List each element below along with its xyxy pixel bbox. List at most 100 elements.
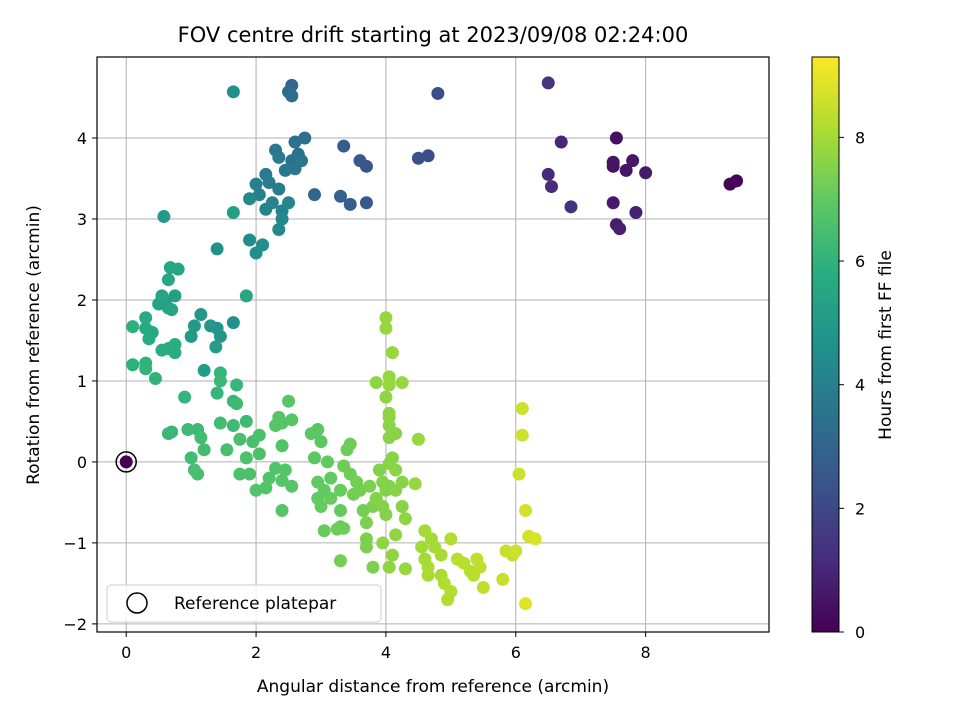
data-point [181,423,195,437]
data-point [269,461,283,475]
data-point [194,308,208,322]
data-point [155,343,169,357]
data-point [324,471,338,485]
x-tick-label: 2 [251,643,261,662]
data-point [288,162,302,176]
data-point [285,479,299,493]
data-point [213,416,227,430]
data-point [353,483,367,497]
data-point [314,499,328,513]
data-point [126,320,140,334]
data-point [282,394,296,408]
data-point [226,85,240,99]
data-point [139,311,153,325]
data-point [249,246,263,260]
legend-marker-reference [126,592,148,614]
data-point [243,233,257,247]
y-tick-label: −1 [63,534,87,553]
data-point [359,540,373,554]
colorbar-tick-label: 0 [855,623,865,642]
colorbar-gradient [811,56,840,633]
data-point [376,536,390,550]
data-point [239,451,253,465]
data-point [564,200,578,214]
data-point [398,562,412,576]
data-point [730,174,744,188]
data-point [239,289,253,303]
data-point [213,329,227,343]
x-tick-label: 8 [641,643,651,662]
legend-box [106,584,382,623]
data-points [115,76,744,611]
data-point [333,504,347,518]
data-point [343,197,357,211]
data-point [444,532,458,546]
data-point [379,311,393,325]
data-point [421,149,435,163]
x-tick-label: 6 [511,643,521,662]
data-point [194,431,208,445]
data-point [209,340,223,354]
data-point [554,135,568,149]
data-point [515,401,529,415]
data-point [233,432,247,446]
data-point [249,483,263,497]
data-point [411,151,425,165]
data-point [230,378,244,392]
data-point [282,196,296,210]
x-axis-ticks: 0 2 4 6 8 [121,632,651,662]
data-point [233,467,247,481]
data-point [168,346,182,360]
data-point [197,363,211,377]
data-point [139,362,153,376]
data-point [311,423,325,437]
data-point [619,163,633,177]
data-point [389,427,403,441]
data-point [434,548,448,562]
data-point [226,205,240,219]
data-point [197,443,211,457]
data-point [157,210,171,224]
data-point [359,196,373,210]
data-point [606,196,620,210]
data-point [226,418,240,432]
data-point [356,504,370,518]
data-point [324,491,338,505]
x-axis-label: Angular distance from reference (arcmin) [257,677,609,697]
data-point [285,413,299,427]
data-point [609,131,623,145]
data-point [496,572,510,586]
data-point [259,202,273,216]
colorbar-ticks: 0 2 4 6 8 [839,128,865,642]
data-point [385,451,399,465]
data-point [252,188,266,202]
x-tick-label: 0 [121,643,131,662]
data-point [314,435,328,449]
colorbar: 0 2 4 6 8 Hours from first FF file [811,56,896,642]
data-point [308,451,322,465]
data-point [275,439,289,453]
data-point [184,329,198,343]
data-point [512,467,526,481]
data-point [165,303,179,317]
data-point [288,135,302,149]
data-point [379,483,393,497]
data-point [308,188,322,202]
data-point [398,512,412,526]
data-point [178,390,192,404]
colorbar-label: Hours from first FF file [876,250,896,440]
data-point [275,474,289,488]
data-point [606,155,620,169]
data-point [382,406,396,420]
data-point [148,372,162,386]
data-point [278,463,292,477]
y-axis-ticks: −2 −1 0 1 2 3 4 [63,129,97,634]
data-point [353,154,367,168]
data-point [184,451,198,465]
data-point [528,532,542,546]
y-tick-label: 0 [77,453,87,472]
data-point [363,479,377,493]
reference-point [119,455,133,469]
data-point [333,483,347,497]
